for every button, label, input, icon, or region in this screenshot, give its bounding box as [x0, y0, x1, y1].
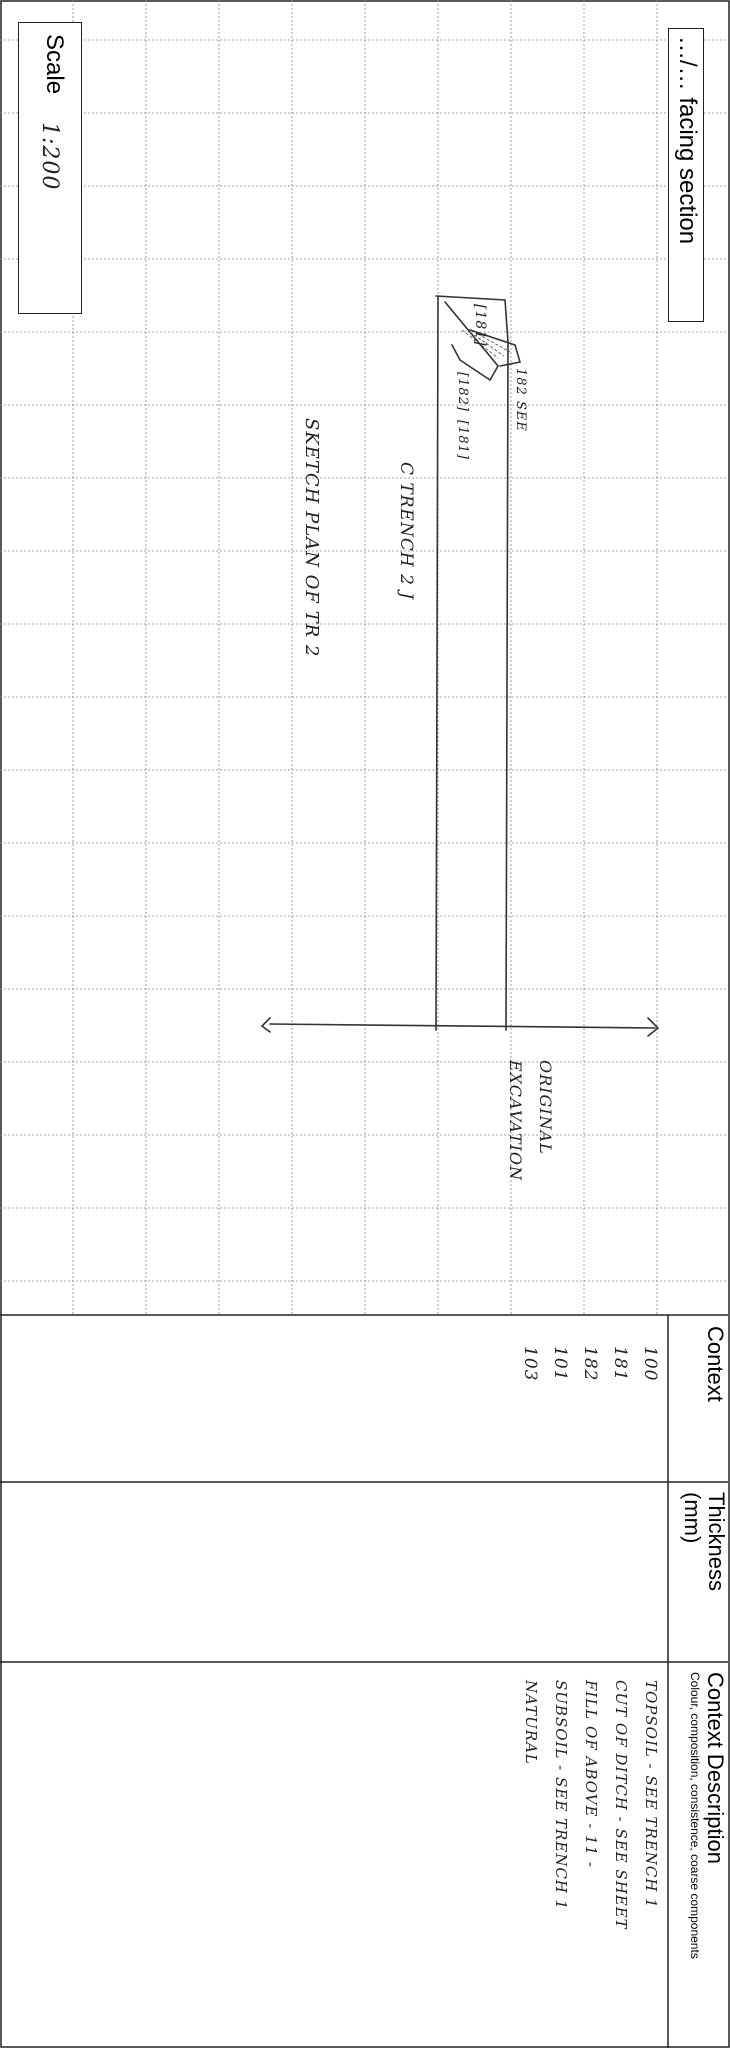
context-ref-181-a: [181] [472, 304, 488, 347]
facing-section-label: …/… facing section [674, 36, 701, 245]
grid-lines-horizontal [0, 39, 728, 1282]
facing-section-box [668, 28, 704, 322]
ditch-hatching [461, 329, 511, 359]
context-ref-181-b: [181] [455, 420, 470, 460]
row-5-description: NATURAL [522, 1680, 540, 1765]
sketch-title: SKETCH PLAN OF TR 2 [301, 418, 322, 658]
context-table-frame [0, 1314, 728, 2048]
trench-label: C TRENCH 2 J [396, 462, 416, 601]
grid-lines-vertical [72, 0, 658, 1315]
header-context: Context [703, 1326, 728, 1402]
header-thickness: Thickness (mm) [680, 1492, 729, 1592]
trench-plan-sketch [260, 295, 660, 1037]
row-1-context: 100 [640, 1346, 660, 1382]
row-4-description: SUBSOIL - SEE TRENCH 1 [552, 1680, 570, 1911]
see-note: 182 SEE [513, 368, 528, 432]
row-1-description: TOPSOIL - SEE TRENCH 1 [642, 1680, 660, 1909]
row-2-context: 181 [610, 1346, 630, 1382]
scale-label: Scale [41, 34, 68, 95]
row-4-context: 101 [550, 1346, 570, 1382]
row-3-context: 182 [580, 1346, 600, 1382]
context-ref-182: [182] [455, 372, 470, 412]
header-context-description-sub: Colour, composition, consistence, coarse… [688, 1672, 702, 1959]
row-5-context: 103 [520, 1346, 540, 1382]
row-3-description: FILL OF ABOVE - 11 - [582, 1680, 600, 1868]
scale-value: 1:200 [37, 122, 62, 191]
original-excavation-label: ORIGINAL EXCAVATION [506, 1060, 555, 1182]
scale-box [18, 22, 82, 314]
header-context-description: Context Description [703, 1672, 728, 1864]
row-2-description: CUT OF DITCH - SEE SHEET [612, 1680, 630, 1930]
